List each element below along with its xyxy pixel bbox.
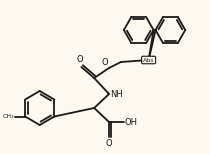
Text: CH₃: CH₃ [3, 114, 14, 119]
Text: Abs: Abs [143, 57, 154, 63]
Text: O: O [76, 55, 83, 64]
Text: O: O [106, 139, 112, 148]
Text: O: O [101, 58, 108, 67]
Text: OH: OH [125, 118, 138, 126]
Text: NH: NH [110, 89, 123, 99]
